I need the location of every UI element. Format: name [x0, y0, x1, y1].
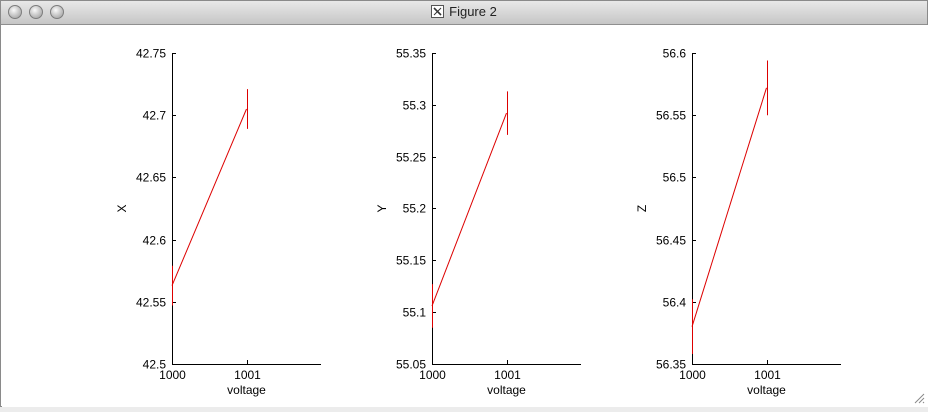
axes-3: 56.35 56.4 56.45 56.5 56.55 56.6 1000 1001volta…: [635, 47, 841, 397]
y-tick-label: 55.25: [396, 151, 426, 165]
y-tick-label: 56.4: [663, 296, 687, 310]
x-tick-label: 1001: [494, 368, 521, 382]
window-title-area: Figure 2: [1, 4, 927, 19]
y-tick-label: 42.7: [143, 109, 167, 123]
axes-1: 42.5 42.55 42.6 42.65 42.7 42.75 1000 1001volta…: [115, 47, 321, 397]
y-tick-label: 56.55: [656, 109, 686, 123]
window-title: Figure 2: [449, 4, 497, 19]
resize-grip-icon[interactable]: [913, 392, 925, 404]
y-axis-label: Y: [375, 204, 389, 212]
figure-canvas: 42.5 42.55 42.6 42.65 42.7 42.75 1000 1001 volta…: [2, 25, 928, 407]
y-tick-label: 56.5: [663, 171, 687, 185]
y-tick-label: 42.55: [136, 296, 166, 310]
y-tick-label: 55.35: [396, 47, 426, 61]
y-tick-label: 56.45: [656, 234, 686, 248]
y-tick-label: 56.6: [663, 47, 687, 61]
series-line: [171, 108, 247, 286]
close-button[interactable]: [8, 5, 22, 19]
title-bar[interactable]: Figure 2: [1, 1, 927, 25]
y-tick-label: 42.5: [143, 358, 167, 372]
x-tick-label: 1001: [234, 368, 261, 382]
axes-2: 55.05 55.1 55.15 55.2 55.25 55.3 55.35 1000 1001…: [375, 47, 581, 397]
x-tick-label: 1000: [159, 368, 186, 382]
x-tick-label: 1001: [754, 368, 781, 382]
x-axis-label: voltage: [227, 383, 266, 397]
x-axis-label: voltage: [747, 383, 786, 397]
minimize-button[interactable]: [29, 5, 43, 19]
series-line: [431, 112, 507, 307]
y-tick-label: 56.35: [656, 358, 686, 372]
y-tick-label: 55.05: [396, 358, 426, 372]
y-tick-label: 55.15: [396, 254, 426, 268]
x-axis-label: voltage: [487, 383, 526, 397]
y-tick-label: 55.2: [403, 202, 427, 216]
y-tick-label: 55.1: [403, 306, 427, 320]
x-tick-label: 1000: [419, 368, 446, 382]
series-line: [691, 87, 767, 327]
y-axis-label: Z: [635, 205, 649, 212]
zoom-button[interactable]: [50, 5, 64, 19]
y-tick-label: 55.3: [403, 99, 427, 113]
x11-icon: [431, 5, 445, 18]
x-tick-label: 1000: [679, 368, 706, 382]
y-tick-label: 42.6: [143, 234, 167, 248]
y-axis-label: X: [115, 204, 129, 212]
y-tick-label: 42.65: [136, 171, 166, 185]
y-tick-label: 42.75: [136, 47, 166, 61]
